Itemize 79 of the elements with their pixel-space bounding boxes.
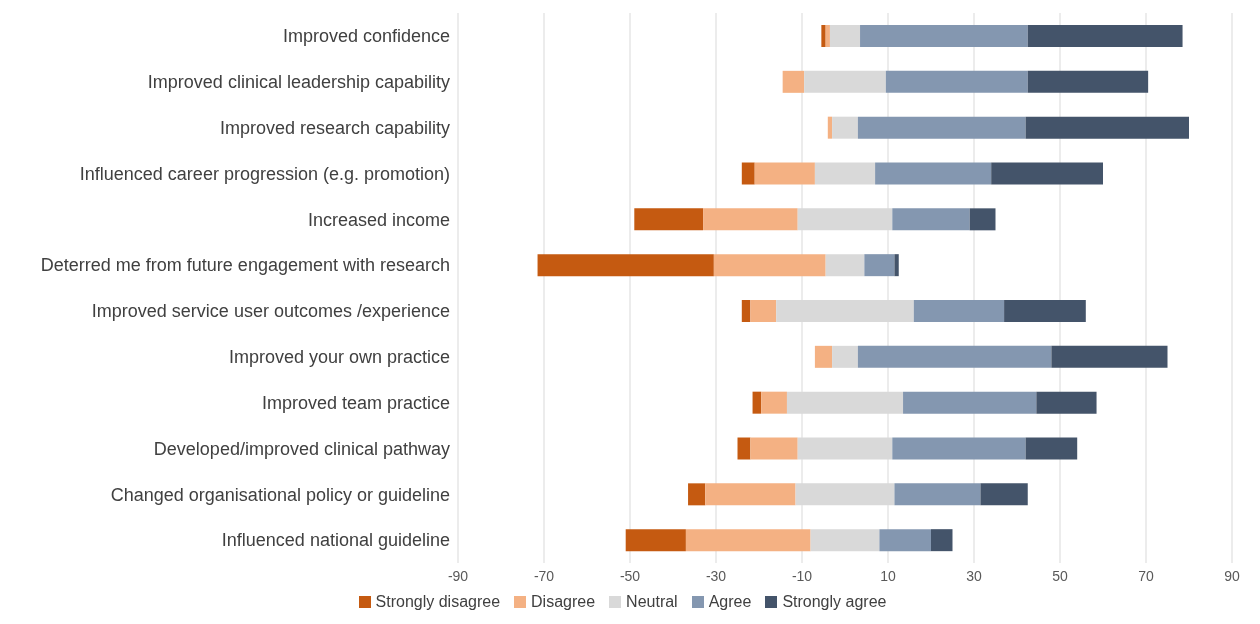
bar [821, 25, 826, 47]
bar [1051, 345, 1168, 368]
bar [814, 162, 876, 185]
bar [634, 208, 704, 231]
y-tick-label: Deterred me from future engagement with research [40, 255, 450, 276]
bar [857, 116, 1026, 139]
bar [625, 529, 686, 552]
bar [892, 437, 1026, 460]
x-tick-label: -50 [619, 567, 641, 584]
x-tick-label: 50 [1052, 567, 1068, 584]
bar [814, 345, 833, 368]
x-tick-label: 30 [966, 567, 982, 584]
x-tick-label: 90 [1224, 567, 1240, 584]
bar [804, 70, 886, 93]
y-tick-label: Improved clinical leadership capability [147, 72, 450, 93]
bar [752, 391, 762, 414]
legend-label: Strongly agree [782, 593, 887, 611]
bar [894, 483, 981, 506]
bar [827, 116, 833, 139]
bar [864, 254, 895, 277]
bar [832, 345, 858, 368]
bar [1025, 437, 1078, 460]
bar [761, 391, 787, 414]
y-tick-label: Influenced national guideline [221, 530, 450, 551]
bar [991, 162, 1103, 185]
bar [782, 70, 805, 93]
y-tick-label: Improved confidence [282, 26, 450, 47]
y-tick-label: Improved service user outcomes /experience [91, 301, 450, 322]
x-tick-label: 10 [880, 567, 896, 584]
bar [1027, 25, 1183, 47]
bar [1004, 300, 1086, 322]
legend-label: Strongly disagree [375, 593, 501, 611]
y-tick-label: Improved research capability [219, 117, 450, 138]
y-tick-label: Changed organisational policy or guideline [110, 484, 450, 505]
bar [829, 25, 861, 47]
bar [688, 483, 706, 506]
bar [750, 437, 798, 460]
bar [750, 300, 777, 322]
bar [741, 162, 755, 185]
bar [737, 437, 751, 460]
x-tick-label: -90 [447, 567, 469, 584]
bar [980, 483, 1028, 506]
bar [894, 254, 899, 277]
x-tick-label: -10 [791, 567, 813, 584]
bar [754, 162, 815, 185]
bar [1027, 70, 1149, 93]
x-tick-label: 70 [1138, 567, 1154, 584]
bar [713, 254, 826, 277]
bar [825, 254, 865, 277]
bar [537, 254, 714, 277]
y-tick-label: Improved team practice [261, 392, 450, 413]
bar [892, 208, 970, 231]
y-tick-label: Increased income [307, 209, 450, 230]
y-tick-label: Improved your own practice [228, 347, 450, 368]
bar [741, 300, 751, 322]
x-tick-label: -70 [533, 567, 555, 584]
legend-label: Neutral [626, 593, 678, 611]
bar [857, 345, 1052, 368]
bar [903, 391, 1037, 414]
y-tick-label: Influenced career progression (e.g. promotion) [79, 163, 450, 184]
bar [931, 529, 953, 552]
bar [885, 70, 1028, 93]
bar [879, 529, 931, 552]
bar [825, 25, 830, 47]
bar [703, 208, 798, 231]
bar [1025, 116, 1189, 139]
x-tick-label: -30 [705, 567, 727, 584]
bar [705, 483, 796, 506]
bar [969, 208, 996, 231]
bar [685, 529, 811, 552]
bar [913, 300, 1005, 322]
bar [832, 116, 858, 139]
legend-label: Agree [708, 593, 752, 611]
bar [810, 529, 880, 552]
bar [860, 25, 1028, 47]
bar [875, 162, 992, 185]
legend-label: Disagree [531, 593, 596, 611]
bar [1036, 391, 1097, 414]
y-tick-label: Developed/improved clinical pathway [153, 438, 450, 459]
